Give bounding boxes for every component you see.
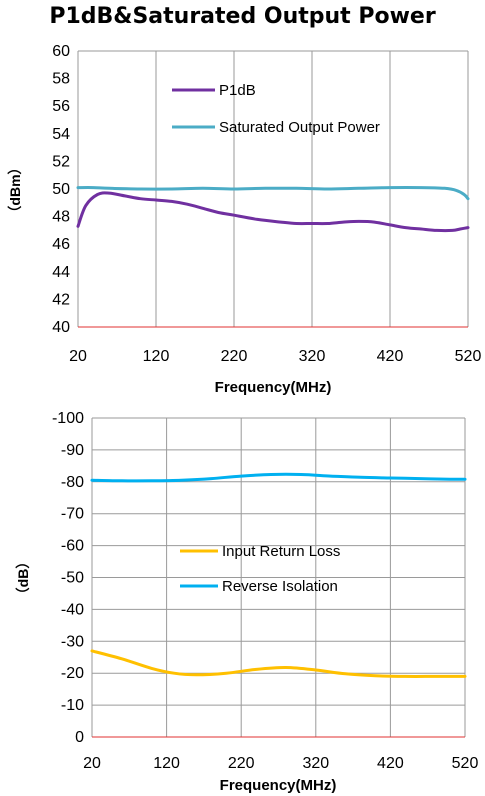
y-tick-label: -50 [61,570,84,587]
series-line [90,649,467,678]
legend-label: P1dB [219,82,256,99]
chart-title: P1dB&Saturated Output Power [49,4,436,29]
y-tick-label: 54 [52,126,70,143]
y-tick-label: -60 [61,538,84,555]
y-tick-label: -100 [52,410,84,427]
y-tick-label: -90 [61,442,84,459]
y-tick-label: 48 [52,209,70,226]
p1db-chart: 40 42 44 46 48 50 52 54 56 58 60 20 120 220 320 420 520… [7,43,481,396]
y-tick-label: -30 [61,633,84,650]
x-tick-label: 220 [228,755,255,772]
chart1-y-axis-label: （dBm） [7,160,23,219]
chart2-x-axis-label: Frequency(MHz) [220,777,337,794]
chart2-y-axis-label: （dB） [15,555,31,602]
series-line [90,472,467,483]
y-tick-label: -20 [61,665,84,682]
chart2-y-tick-labels: 0 -10 -20 -30 -40 -50 -60 -70 -80 -90 -100 [52,410,84,746]
x-tick-label: 20 [83,755,101,772]
legend-label: Reverse Isolation [222,578,338,595]
chart2-gridlines [92,418,465,737]
y-tick-label: 40 [52,319,70,336]
chart2-x-tick-labels: 20 120 220 320 420 520 [83,755,478,772]
x-tick-label: 120 [143,348,170,365]
chart1-x-tick-labels: 20 120 220 320 420 520 [69,348,481,365]
x-tick-label: 520 [452,755,479,772]
x-tick-label: 420 [377,348,404,365]
y-tick-label: 52 [52,153,70,170]
legend-label: Input Return Loss [222,543,340,560]
y-tick-label: 42 [52,291,70,308]
y-tick-label: 46 [52,236,70,253]
x-tick-label: 220 [221,348,248,365]
chart1-y-tick-labels: 40 42 44 46 48 50 52 54 56 58 60 [52,43,70,336]
x-tick-label: 520 [455,348,482,365]
x-tick-label: 420 [377,755,404,772]
y-tick-label: -70 [61,506,84,523]
x-tick-label: 120 [153,755,180,772]
legend-label: Saturated Output Power [219,119,380,136]
return-loss-isolation-chart: 0 -10 -20 -30 -40 -50 -60 -70 -80 -90 -100 20 120 22… [15,410,478,794]
y-tick-label: 0 [75,729,84,746]
chart1-series-lines [76,186,470,233]
x-tick-label: 20 [69,348,87,365]
y-tick-label: 58 [52,71,70,88]
y-tick-label: -10 [61,697,84,714]
y-tick-label: 50 [52,181,70,198]
y-tick-label: 60 [52,43,70,60]
x-tick-label: 320 [299,348,326,365]
y-tick-label: -40 [61,601,84,618]
chart2-series-lines [90,472,467,678]
series-line [76,191,470,233]
y-tick-label: 56 [52,98,70,115]
y-tick-label: 44 [52,264,70,281]
chart2-legend: Input Return Loss Reverse Isolation [180,543,340,595]
x-tick-label: 320 [302,755,329,772]
chart1-legend: P1dB Saturated Output Power [172,82,380,136]
series-line [76,186,470,201]
chart1-x-axis-label: Frequency(MHz) [215,379,332,396]
y-tick-label: -80 [61,474,84,491]
chart2-frame [91,417,466,738]
